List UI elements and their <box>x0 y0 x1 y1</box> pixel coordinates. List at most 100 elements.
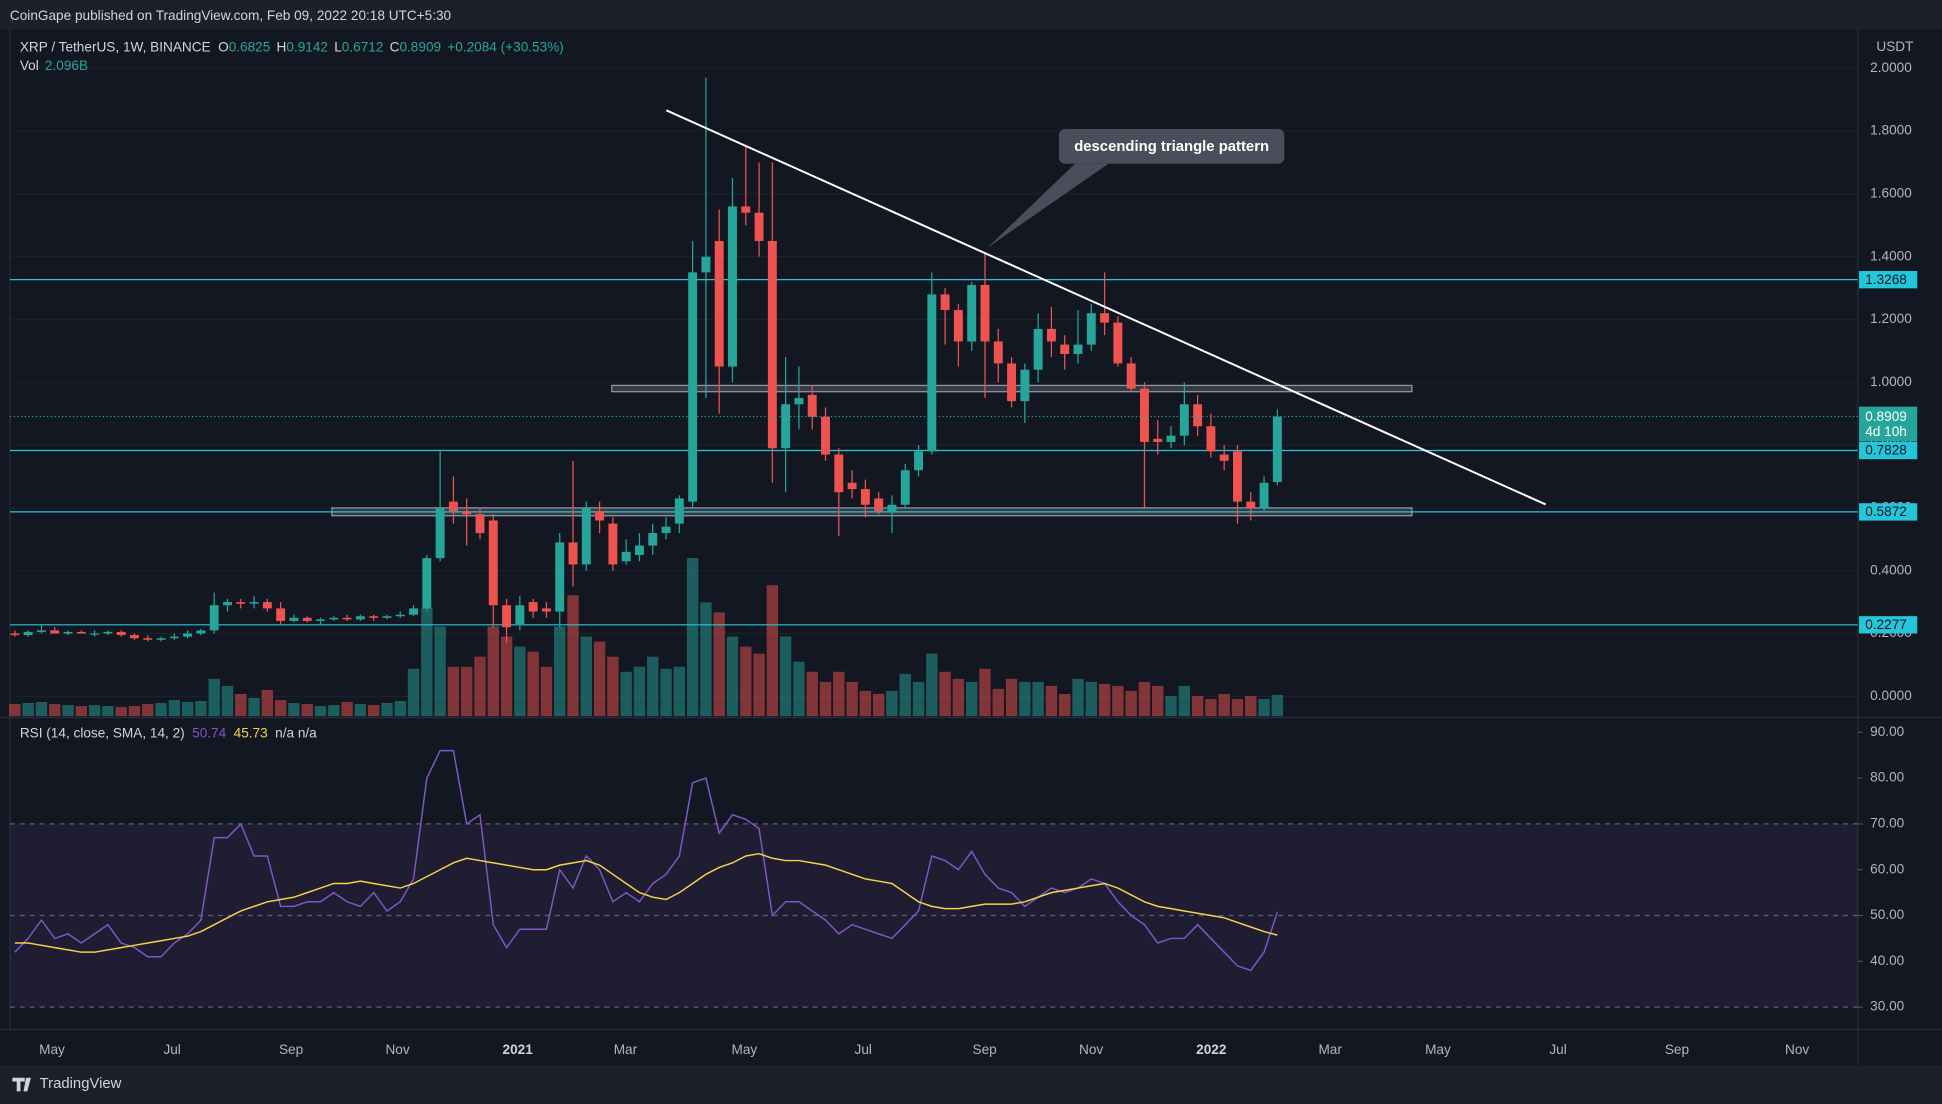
candle-body <box>887 504 897 512</box>
candle-body <box>1033 328 1043 370</box>
volume-bar <box>1271 694 1284 717</box>
volume-bar <box>620 671 632 717</box>
rsi-legend-value: 50.74 <box>192 725 226 740</box>
candle-body <box>714 240 724 367</box>
volume-bar <box>1098 683 1111 717</box>
candle-body <box>967 284 977 342</box>
level-label-box <box>1859 270 1918 289</box>
candle-body <box>688 272 698 502</box>
candle-body <box>674 498 684 524</box>
candle-body <box>741 206 751 213</box>
current-price-box <box>1859 406 1918 442</box>
footer-bar <box>0 1065 1942 1104</box>
header-text: CoinGape published on TradingView.com, F… <box>10 8 452 23</box>
candle-body <box>927 294 937 452</box>
volume-bar <box>421 607 433 717</box>
candle-body <box>116 631 126 636</box>
candle-body <box>993 341 1003 364</box>
volume-bar <box>1059 693 1071 717</box>
volume-bar <box>328 705 340 717</box>
candle-body <box>448 501 458 512</box>
candle-body <box>821 416 830 455</box>
candle-body <box>794 397 804 405</box>
candle-body <box>1060 344 1070 355</box>
candle-body <box>568 542 578 565</box>
volume-bar <box>872 693 885 717</box>
volume-bar <box>647 656 659 717</box>
candle-body <box>581 507 591 565</box>
volume-bar <box>1085 681 1097 717</box>
volume-bar <box>142 704 154 717</box>
x-tick-label: Sep <box>1665 1042 1689 1057</box>
candle-body <box>143 638 153 640</box>
y-tick-label: 80.00 <box>1870 770 1904 785</box>
volume-bar <box>660 668 672 717</box>
legend-key: L <box>334 39 342 54</box>
candle-body <box>36 630 46 632</box>
candle-body <box>1179 404 1189 436</box>
volume-bar <box>1005 678 1018 717</box>
volume-bar <box>1178 685 1191 717</box>
x-tick-label: Nov <box>1079 1042 1103 1057</box>
volume-bar <box>700 602 712 717</box>
candle-body <box>488 520 498 606</box>
annotation-pointer <box>987 163 1109 248</box>
x-tick-label: May <box>1425 1042 1451 1057</box>
volume-bar <box>407 668 420 717</box>
x-tick-label: Jul <box>855 1042 872 1057</box>
candle-body <box>595 511 605 521</box>
candle-body <box>1007 363 1017 402</box>
volume-bar <box>1231 698 1244 717</box>
candle-body <box>90 633 100 635</box>
volume-legend-name: Vol <box>20 57 39 72</box>
candle-body <box>395 614 405 617</box>
volume-bar <box>261 689 274 717</box>
y-tick-label: 2.0000 <box>1870 60 1912 75</box>
volume-bar <box>221 685 234 717</box>
legend-value: 0.6712 <box>342 39 384 54</box>
y-tick-label: 1.2000 <box>1870 311 1912 326</box>
volume-bar <box>992 688 1004 717</box>
y-tick-label: 1.4000 <box>1870 248 1912 263</box>
y-tick-label: 40.00 <box>1870 953 1904 968</box>
volume-bar <box>9 704 21 717</box>
y-tick-label: 0.0000 <box>1870 688 1912 703</box>
candle-body <box>767 240 777 449</box>
candle-body <box>236 602 246 604</box>
candle-body <box>289 617 299 621</box>
current-price-label: 0.8909 <box>1865 409 1907 424</box>
trendline <box>665 109 1547 506</box>
volume-bar <box>1112 685 1124 717</box>
volume-bar <box>540 666 553 717</box>
volume-bar <box>235 693 247 717</box>
candle-body <box>1113 322 1123 364</box>
volume-bar <box>554 626 566 717</box>
candle-body <box>1206 426 1216 452</box>
volume-bar <box>965 681 978 717</box>
volume-bar <box>912 681 925 717</box>
y-tick-label: 1.8000 <box>1870 123 1912 138</box>
candle-body <box>23 631 33 636</box>
volume-bar <box>49 704 61 717</box>
candle-body <box>1073 344 1083 355</box>
candle-body <box>183 633 193 637</box>
volume-bar <box>1245 695 1257 717</box>
legend-change: +0.2084 (+30.53%) <box>447 39 564 54</box>
candle-body <box>608 523 618 565</box>
candle-body <box>409 608 419 615</box>
legend: XRP / TetherUS, 1W, BINANCE O0.6825 H0.914… <box>20 39 564 54</box>
header-bar <box>0 0 1942 30</box>
candle-body <box>860 489 870 505</box>
candle-body <box>382 616 392 618</box>
candle-body <box>648 533 658 546</box>
candle-body <box>661 526 671 534</box>
volume-bar <box>740 646 752 717</box>
legend-value: 0.9142 <box>286 39 328 54</box>
y-tick-label: 70.00 <box>1870 816 1904 831</box>
volume-bar <box>1205 698 1217 717</box>
candle-body <box>502 605 512 628</box>
level-label: 0.7828 <box>1865 443 1907 458</box>
volume-bar <box>155 703 167 717</box>
volume-bar <box>208 678 220 717</box>
